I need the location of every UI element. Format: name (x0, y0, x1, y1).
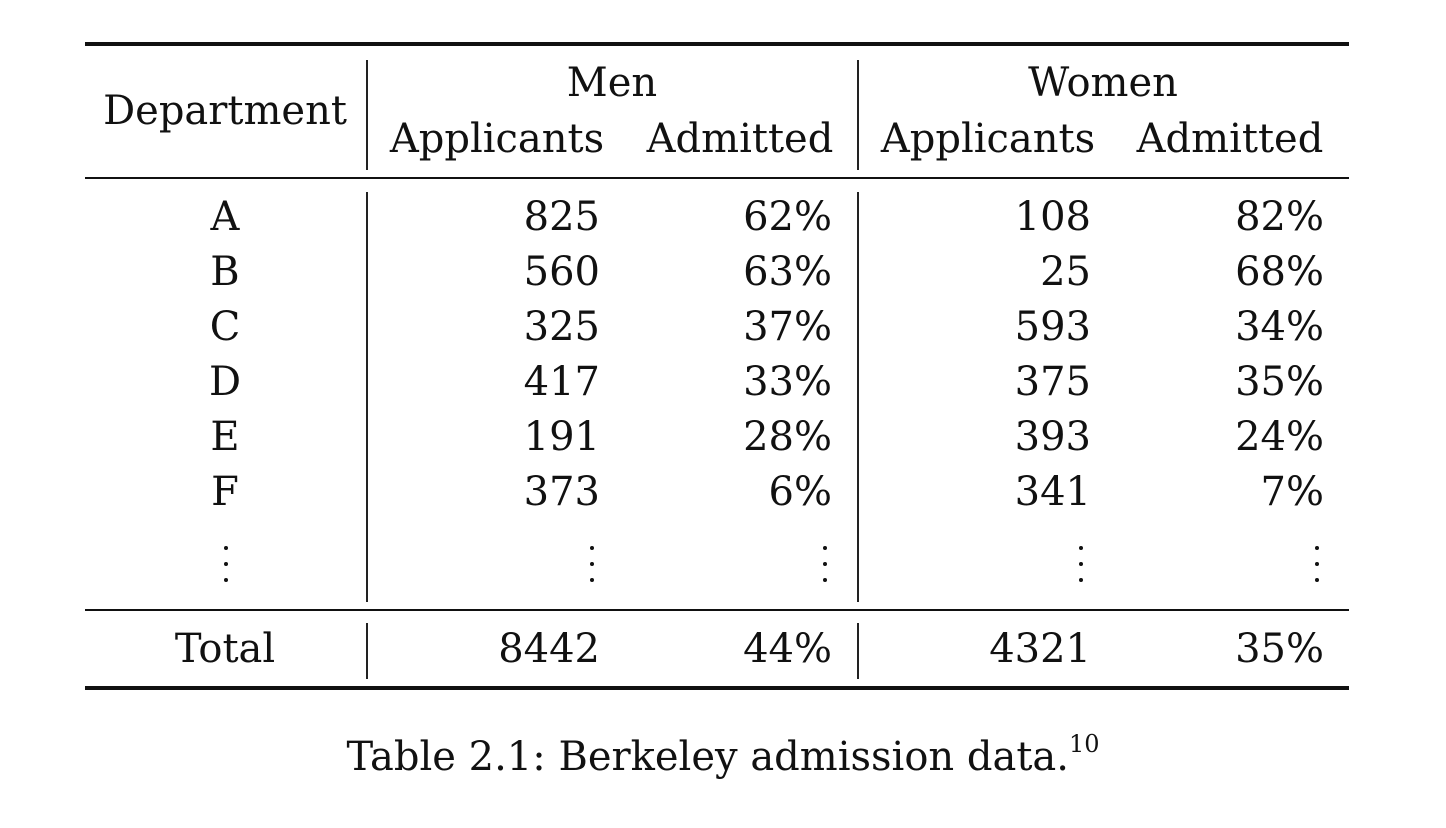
footnote-marker: 10 (1069, 730, 1100, 758)
women-applicants-cell: 375 (1014, 359, 1091, 405)
header-men: Men (566, 60, 658, 106)
women-applicants-cell: 108 (1014, 194, 1091, 240)
vertical-ellipsis (1078, 544, 1084, 588)
total-women-admitted: 35% (1235, 626, 1324, 672)
vertical-ellipsis (589, 544, 595, 588)
men-applicants-cell: 560 (523, 249, 600, 295)
header-department: Department (103, 88, 347, 134)
table-caption: Table 2.1: Berkeley admission data.10 (0, 732, 1446, 782)
total-men-applicants: 8442 (498, 626, 600, 672)
men-applicants-cell: 417 (523, 359, 600, 405)
total-women-applicants: 4321 (989, 626, 1091, 672)
vertical-ellipsis (822, 544, 828, 588)
women-applicants-cell: 593 (1014, 304, 1091, 350)
men-admitted-cell: 6% (768, 469, 832, 515)
header-women-admitted: Admitted (1136, 116, 1324, 162)
women-admitted-cell: 24% (1235, 414, 1324, 460)
header-men-admitted: Admitted (646, 116, 834, 162)
header-men-applicants: Applicants (389, 116, 605, 162)
men-admitted-cell: 37% (743, 304, 832, 350)
department-cell: D (208, 359, 242, 405)
women-admitted-cell: 34% (1235, 304, 1324, 350)
header-women: Women (1028, 60, 1178, 106)
department-cell: B (210, 249, 240, 295)
men-admitted-cell: 63% (743, 249, 832, 295)
bottom-rule (85, 686, 1349, 690)
men-admitted-cell: 62% (743, 194, 832, 240)
total-men-admitted: 44% (743, 626, 832, 672)
men-applicants-cell: 825 (523, 194, 600, 240)
vertical-ellipsis (1314, 544, 1320, 588)
vertical-divider (366, 60, 368, 170)
total-label: Total (174, 626, 276, 672)
women-admitted-cell: 82% (1235, 194, 1324, 240)
vertical-divider (857, 192, 859, 602)
department-cell: F (211, 469, 239, 515)
header-women-applicants: Applicants (880, 116, 1096, 162)
department-cell: E (210, 414, 240, 460)
department-cell: C (209, 304, 241, 350)
top-rule (85, 42, 1349, 46)
women-applicants-cell: 25 (1040, 249, 1091, 295)
caption-text: Table 2.1: Berkeley admission data. (346, 734, 1069, 780)
department-cell: A (210, 194, 240, 240)
women-applicants-cell: 393 (1014, 414, 1091, 460)
women-admitted-cell: 68% (1235, 249, 1324, 295)
total-rule (85, 609, 1349, 611)
vertical-divider (366, 192, 368, 602)
men-applicants-cell: 325 (523, 304, 600, 350)
men-applicants-cell: 373 (523, 469, 600, 515)
women-admitted-cell: 7% (1260, 469, 1324, 515)
header-rule (85, 177, 1349, 179)
vertical-divider (857, 60, 859, 170)
vertical-divider (366, 623, 368, 679)
men-admitted-cell: 33% (743, 359, 832, 405)
vertical-divider (857, 623, 859, 679)
women-admitted-cell: 35% (1235, 359, 1324, 405)
women-applicants-cell: 341 (1014, 469, 1091, 515)
men-applicants-cell: 191 (523, 414, 600, 460)
vertical-ellipsis (223, 544, 229, 588)
men-admitted-cell: 28% (743, 414, 832, 460)
